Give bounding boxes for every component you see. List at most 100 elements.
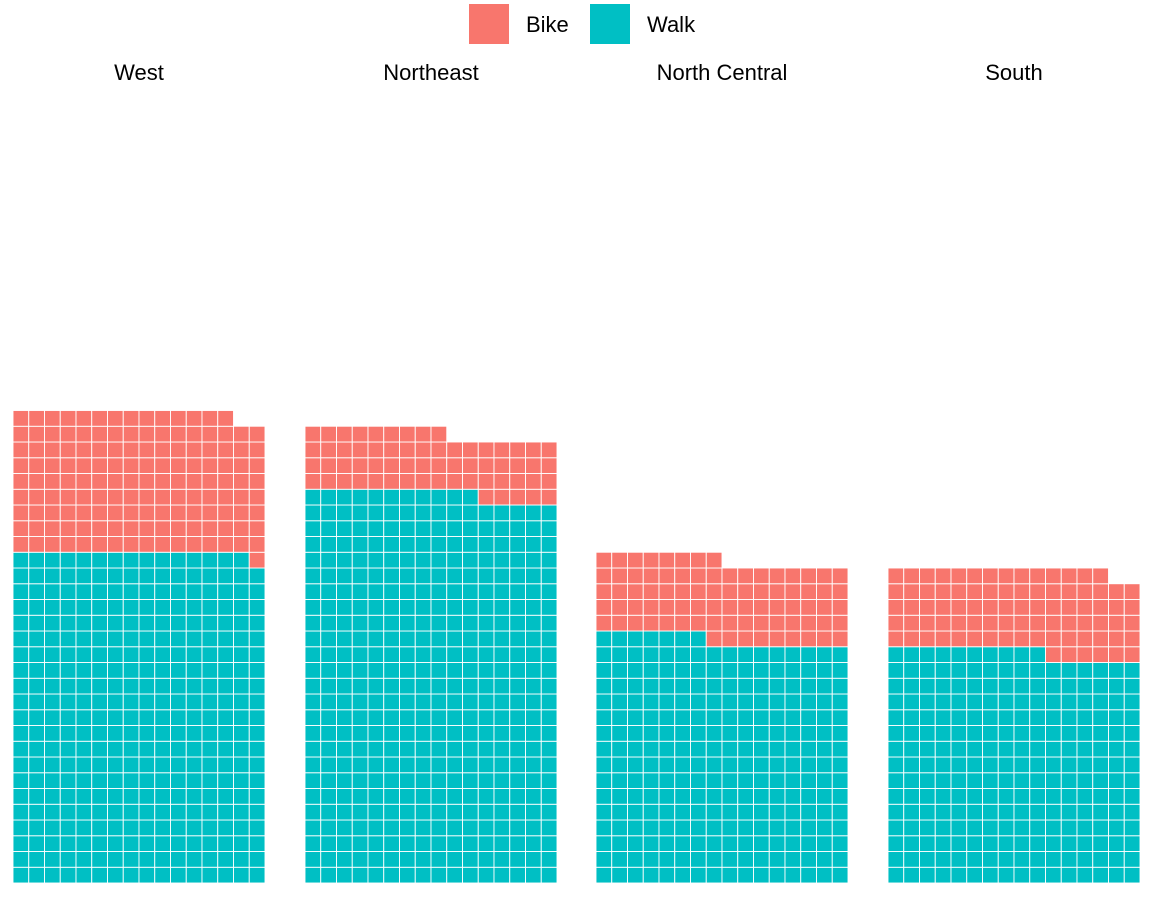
waffle-cell-walk: [399, 536, 416, 553]
waffle-cell-bike: [1060, 567, 1078, 585]
waffle-cell-walk: [493, 772, 511, 789]
waffle-cell-bike: [950, 567, 968, 585]
waffle-cell-walk: [1060, 725, 1078, 742]
waffle-cell-walk: [367, 677, 385, 695]
waffle-cell-walk: [997, 835, 1015, 852]
waffle-cell-walk: [658, 851, 676, 868]
waffle-cell-walk: [462, 567, 479, 585]
waffle-cell-bike: [248, 488, 266, 506]
waffle-cell-walk: [462, 646, 479, 663]
waffle-cell-bike: [217, 520, 234, 537]
waffle-cell-walk: [966, 740, 983, 758]
waffle-cell-bike: [768, 583, 786, 600]
waffle-cell-walk: [611, 819, 628, 837]
waffle-cell-walk: [170, 709, 187, 726]
waffle-cell-walk: [674, 772, 691, 789]
waffle-cell-bike: [690, 614, 707, 632]
waffle-cell-walk: [351, 630, 369, 648]
waffle-cell-bike: [595, 583, 613, 600]
waffle-cell-walk: [462, 725, 479, 742]
waffle-cell-walk: [627, 662, 644, 679]
waffle-cell-bike: [627, 599, 644, 616]
waffle-cell-walk: [462, 866, 479, 884]
waffle-cell-walk: [753, 772, 770, 789]
waffle-cell-walk: [1060, 851, 1078, 868]
waffle-cell-walk: [997, 866, 1015, 884]
waffle-cell-walk: [831, 756, 849, 774]
waffle-cell-bike: [12, 425, 30, 443]
waffle-cell-walk: [91, 551, 108, 569]
waffle-cell-walk: [446, 772, 463, 789]
waffle-cell-walk: [44, 819, 61, 837]
waffle-cell-walk: [1123, 725, 1141, 742]
waffle-cell-walk: [768, 835, 786, 852]
waffle-cell-walk: [367, 835, 385, 852]
waffle-cell-bike: [658, 583, 676, 600]
waffle-cell-walk: [154, 630, 171, 648]
waffle-cell-bike: [107, 473, 124, 490]
waffle-cell-walk: [509, 630, 526, 648]
waffle-cell-walk: [233, 709, 250, 726]
waffle-cell-walk: [383, 835, 400, 852]
waffle-cell-walk: [462, 488, 479, 506]
waffle-cell-walk: [170, 677, 187, 695]
waffle-cell-walk: [934, 866, 952, 884]
waffle-cell-bike: [170, 504, 187, 522]
facet-title-north-central: North Central: [656, 60, 788, 85]
waffle-cell-walk: [800, 819, 817, 837]
waffle-cell-walk: [705, 677, 723, 695]
waffle-cell-walk: [430, 740, 448, 758]
waffle-cell-walk: [982, 646, 999, 663]
waffle-cell-walk: [934, 819, 952, 837]
waffle-cell-walk: [59, 709, 77, 726]
waffle-cell-bike: [721, 614, 739, 632]
waffle-cell-walk: [674, 866, 691, 884]
waffle-cell-bike: [705, 567, 723, 585]
waffle-cell-walk: [540, 567, 558, 585]
waffle-cell-bike: [59, 425, 77, 443]
waffle-cell-walk: [1123, 835, 1141, 852]
waffle-cell-bike: [997, 599, 1015, 616]
waffle-cell-bike: [477, 473, 495, 490]
waffle-cell-walk: [540, 662, 558, 679]
waffle-cell-walk: [12, 740, 30, 758]
waffle-cell-bike: [336, 457, 353, 474]
waffle-cell-walk: [154, 677, 171, 695]
waffle-cell-bike: [966, 567, 983, 585]
waffle-cell-walk: [611, 740, 628, 758]
waffle-cell-bike: [122, 410, 140, 427]
waffle-cell-walk: [950, 662, 968, 679]
waffle-cell-walk: [784, 803, 802, 821]
waffle-cell-walk: [320, 709, 337, 726]
waffle-cell-walk: [1045, 788, 1062, 805]
waffle-cell-walk: [753, 646, 770, 663]
waffle-cell-bike: [658, 551, 676, 569]
waffle-cell-walk: [509, 520, 526, 537]
waffle-cell-bike: [768, 614, 786, 632]
waffle-cell-bike: [91, 488, 108, 506]
waffle-cell-walk: [320, 725, 337, 742]
waffle-cell-walk: [627, 756, 644, 774]
waffle-cell-walk: [201, 630, 219, 648]
waffle-cell-bike: [446, 473, 463, 490]
waffle-cell-walk: [399, 835, 416, 852]
waffle-cell-walk: [627, 835, 644, 852]
waffle-cell-walk: [997, 662, 1015, 679]
waffle-cell-walk: [1092, 851, 1109, 868]
waffle-cell-walk: [75, 677, 93, 695]
waffle-cell-bike: [107, 457, 124, 474]
waffle-cell-bike: [903, 583, 920, 600]
waffle-cell-walk: [367, 551, 385, 569]
waffle-cell-bike: [351, 473, 369, 490]
waffle-cell-walk: [509, 819, 526, 837]
waffle-cell-walk: [997, 803, 1015, 821]
waffle-cell-walk: [642, 677, 660, 695]
waffle-cell-walk: [611, 662, 628, 679]
waffle-cell-walk: [674, 662, 691, 679]
waffle-cell-walk: [12, 662, 30, 679]
waffle-cell-walk: [705, 866, 723, 884]
waffle-cell-walk: [982, 851, 999, 868]
waffle-cell-walk: [477, 504, 495, 522]
waffle-cell-bike: [122, 425, 140, 443]
waffle-cell-walk: [595, 677, 613, 695]
